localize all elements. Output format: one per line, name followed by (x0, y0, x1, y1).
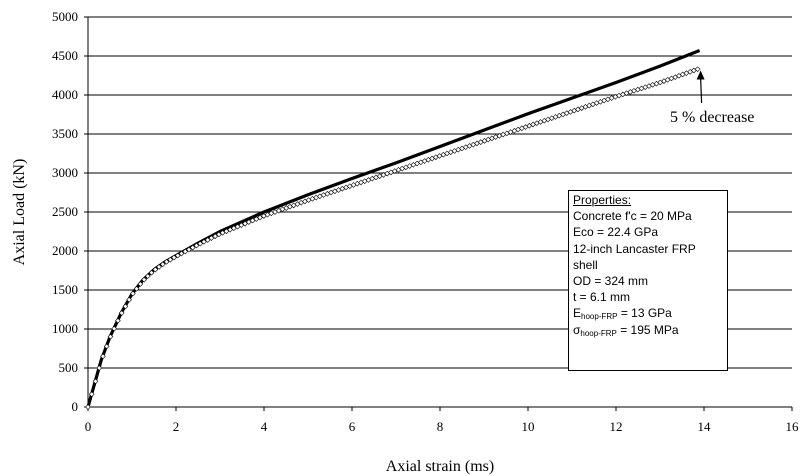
property-line: OD = 324 mm (573, 274, 649, 289)
diamond-marker (245, 219, 252, 225)
x-tick-label: 6 (349, 419, 356, 434)
diamond-marker (257, 214, 263, 221)
diamond-marker (193, 242, 200, 249)
property-sigma: σhoop-FRP = 195 MPa (573, 322, 679, 338)
diamond-marker (115, 317, 121, 324)
diamond-marker (100, 353, 106, 360)
diamond-marker (204, 237, 211, 243)
diamond-marker (156, 264, 162, 270)
y-tick-label: 2000 (52, 243, 78, 258)
diamond-marker (182, 248, 189, 255)
annotation-arrow-head (696, 70, 705, 80)
property-ehoop: Ehoop-FRP = 13 GPa (573, 306, 672, 322)
diamond-marker (133, 285, 140, 292)
y-tick-label: 0 (72, 399, 79, 414)
annotation-arrow-shaft (700, 77, 703, 104)
diamond-marker (148, 269, 155, 276)
diamond-marker (137, 281, 144, 287)
diamond-marker (96, 365, 103, 371)
diamond-marker (234, 223, 241, 230)
diamond-marker (201, 238, 207, 245)
diamond-marker (88, 391, 95, 398)
diamond-marker (178, 250, 185, 257)
x-tick-label: 2 (173, 419, 180, 434)
y-tick-label: 1500 (52, 282, 78, 297)
x-tick-label: 0 (85, 419, 92, 434)
y-tick-label: 2500 (52, 204, 78, 219)
axes: 0 500 1000 1500 2000 2500 3000 3500 4000 4500 5000… (52, 9, 799, 434)
diamond-marker (216, 231, 222, 238)
diamond-marker (238, 222, 245, 228)
y-tick-label: 4500 (52, 48, 78, 63)
diamond-marker (130, 290, 136, 297)
diamond-marker (159, 261, 166, 268)
diamond-marker (242, 220, 248, 227)
x-tick-label: 12 (610, 419, 623, 434)
diamond-marker (694, 66, 701, 73)
x-tick-label: 10 (522, 419, 535, 434)
diamond-marker (141, 276, 147, 283)
y-tick-label: 500 (59, 360, 79, 375)
diamond-marker (231, 225, 237, 232)
properties-box: Properties: Concrete f'c = 20 MPa Eco = … (568, 190, 728, 371)
series-group (85, 49, 701, 410)
diamond-marker (174, 252, 181, 259)
properties-title: Properties: (573, 193, 632, 207)
diamond-marker (227, 226, 233, 233)
property-line: Eco = 22.4 GPa (573, 225, 659, 240)
diamond-marker (167, 256, 174, 263)
diamond-marker (197, 240, 204, 247)
y-axis-title: Axial Load (kN) (11, 159, 28, 266)
x-tick-label: 16 (786, 419, 800, 434)
diamond-marker (118, 310, 125, 316)
diamond-marker (126, 296, 132, 303)
diamond-marker (171, 254, 177, 261)
diamond-marker (122, 303, 129, 310)
x-tick-label: 8 (437, 419, 444, 434)
property-line: shell (573, 257, 598, 272)
diamond-marker (92, 378, 99, 385)
property-line: Concrete f'c = 20 MPa (573, 209, 692, 224)
diamond-marker (85, 404, 91, 410)
diamond-marker (212, 233, 218, 240)
annotation-group: 5 % decrease (670, 70, 754, 126)
diamond-marker (253, 216, 260, 222)
diamond-marker (186, 246, 192, 253)
diamond-marker (208, 235, 215, 241)
x-axis-title: Axial strain (ms) (386, 458, 494, 475)
annotation-text: 5 % decrease (670, 109, 754, 126)
diamond-marker (111, 325, 118, 332)
x-tick-label: 4 (261, 419, 268, 434)
y-tick-label: 3000 (52, 165, 78, 180)
diamond-marker (249, 217, 256, 224)
x-tick-label: 14 (698, 419, 712, 434)
diamond-marker (103, 343, 110, 350)
diamond-marker (223, 228, 230, 235)
diamond-marker (219, 229, 226, 236)
property-line: t = 6.1 mm (573, 290, 631, 305)
series-diamonds (85, 66, 701, 410)
y-tick-label: 5000 (52, 9, 78, 24)
diamond-marker (163, 259, 170, 265)
property-line: 12-inch Lancaster FRP (573, 241, 696, 256)
diamond-marker (152, 266, 159, 273)
y-tick-label: 1000 (52, 321, 78, 336)
y-tick-label: 4000 (52, 87, 78, 102)
grid-lines (88, 16, 792, 369)
diamond-marker (145, 273, 151, 280)
diamond-marker (107, 333, 114, 340)
y-tick-label: 3500 (52, 126, 78, 141)
diamond-marker (189, 244, 196, 251)
